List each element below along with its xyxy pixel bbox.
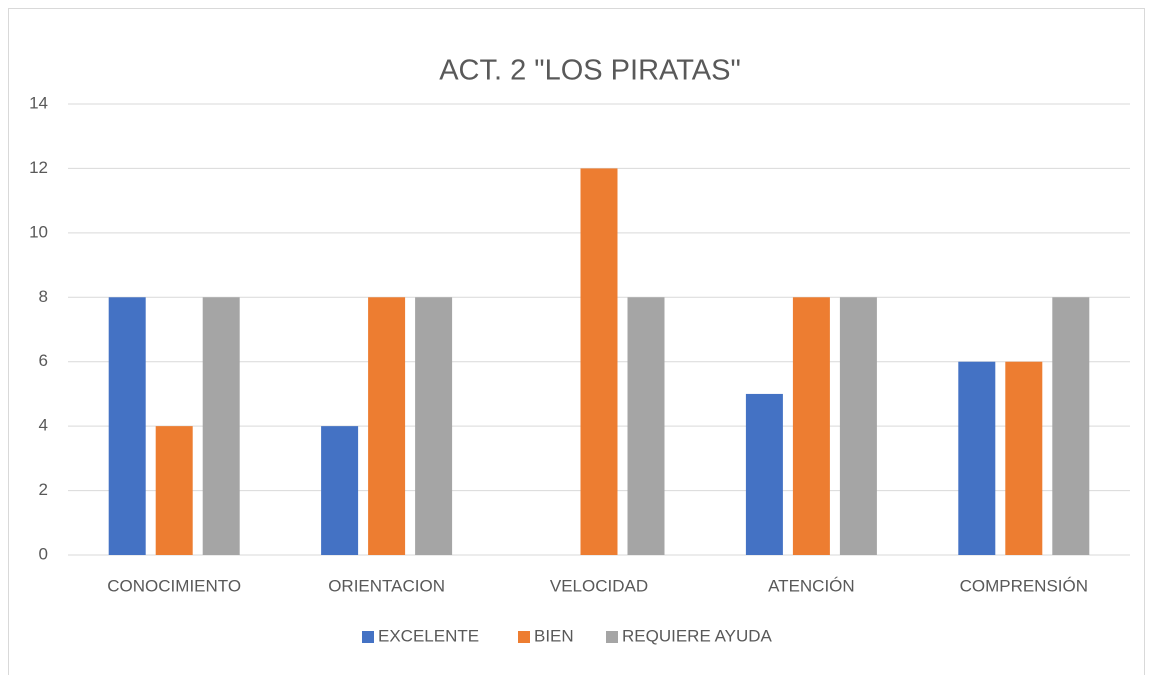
y-tick-label: 14 <box>29 93 48 112</box>
bar <box>321 426 359 555</box>
bar <box>580 168 618 555</box>
x-tick-label: ORIENTACION <box>328 576 445 595</box>
legend-label: BIEN <box>534 626 574 645</box>
chart-title: ACT. 2 "LOS PIRATAS" <box>439 55 741 87</box>
y-tick-label: 4 <box>39 416 48 435</box>
legend-swatch <box>362 631 374 643</box>
bar <box>1005 361 1043 555</box>
bar <box>368 297 406 555</box>
bar <box>108 297 146 555</box>
bar <box>839 297 877 555</box>
bar <box>1052 297 1090 555</box>
y-tick-label: 2 <box>39 480 48 499</box>
y-tick-label: 10 <box>29 222 48 241</box>
y-tick-label: 8 <box>39 287 48 306</box>
y-tick-label: 0 <box>39 544 48 563</box>
chart-border <box>8 8 1145 675</box>
legend-swatch <box>606 631 618 643</box>
bar <box>745 393 783 555</box>
bar <box>792 297 830 555</box>
x-tick-label: ATENCIÓN <box>768 576 855 595</box>
legend-swatch <box>518 631 530 643</box>
bar <box>958 361 996 555</box>
x-tick-label: CONOCIMIENTO <box>107 576 241 595</box>
x-tick-label: COMPRENSIÓN <box>960 576 1088 595</box>
y-tick-label: 6 <box>39 351 48 370</box>
x-tick-label: VELOCIDAD <box>550 576 648 595</box>
y-tick-label: 12 <box>29 158 48 177</box>
bar <box>627 297 665 555</box>
bar <box>155 426 193 555</box>
bar <box>415 297 453 555</box>
legend-label: REQUIERE AYUDA <box>622 626 773 645</box>
legend-label: EXCELENTE <box>378 626 479 645</box>
bar <box>202 297 240 555</box>
